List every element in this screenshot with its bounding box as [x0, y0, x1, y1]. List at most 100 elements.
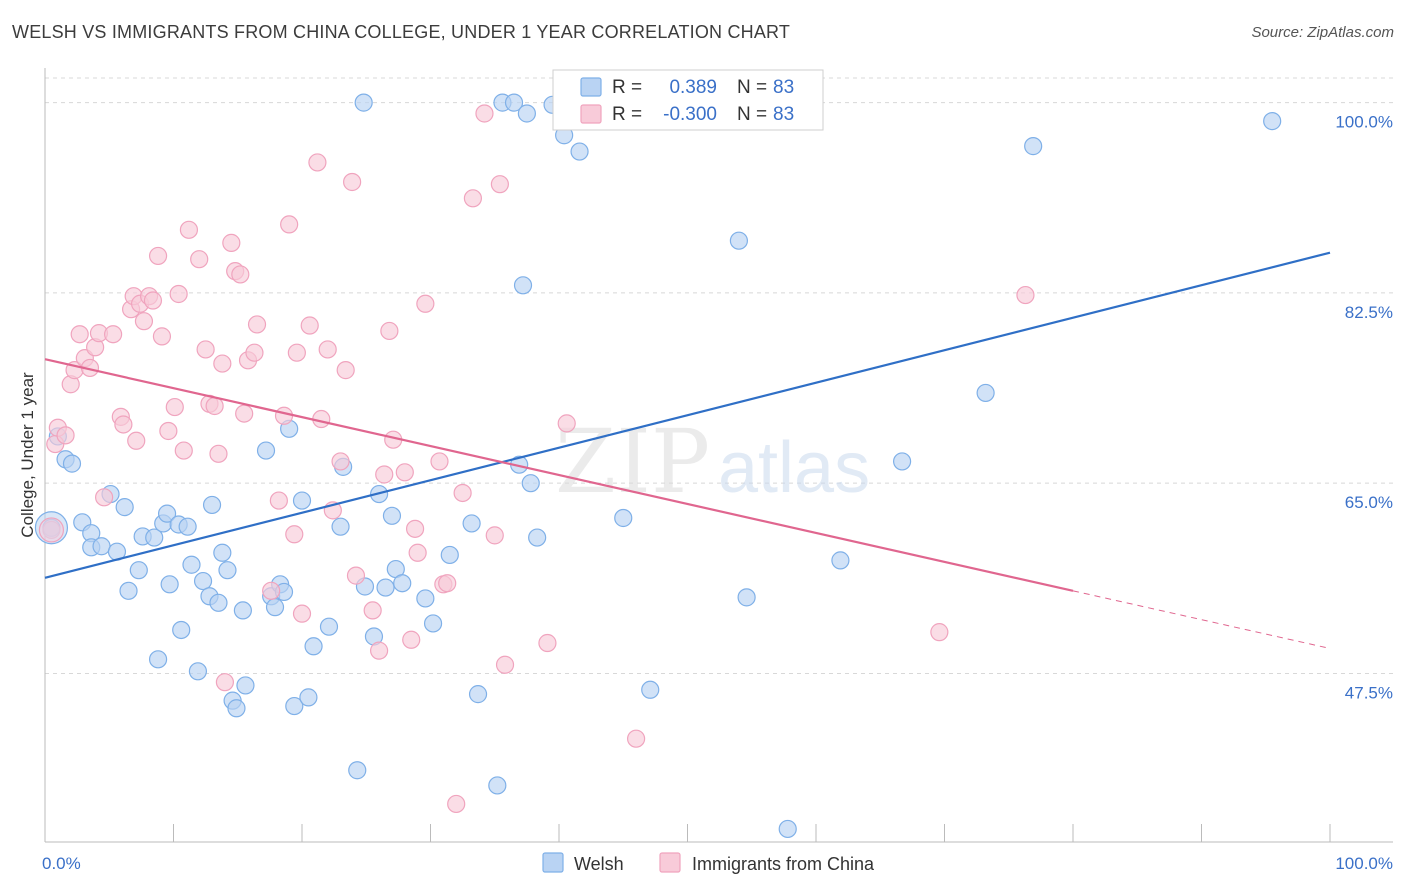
y-tick-label: 100.0%	[1335, 113, 1393, 132]
y-axis-title: College, Under 1 year	[18, 372, 37, 538]
point-welsh	[354, 93, 373, 112]
point-welsh	[62, 454, 82, 473]
point-china	[269, 491, 288, 510]
point-welsh	[236, 676, 255, 695]
point-china	[495, 655, 515, 674]
point-china	[485, 526, 504, 545]
legend-r-value-welsh: 0.389	[669, 77, 717, 98]
bottom-legend: Welsh Immigrants from China	[542, 852, 875, 874]
point-china	[152, 327, 172, 346]
point-china	[231, 265, 250, 284]
point-welsh	[178, 517, 197, 536]
point-welsh	[521, 474, 540, 493]
point-welsh	[517, 104, 536, 123]
point-china	[143, 291, 163, 310]
point-china	[453, 483, 472, 503]
source-label: Source: ZipAtlas.com	[1251, 24, 1394, 41]
point-china	[416, 294, 435, 313]
point-china	[318, 340, 337, 359]
point-welsh	[737, 588, 756, 607]
point-china	[235, 404, 254, 423]
point-china	[343, 172, 362, 192]
point-china	[292, 604, 312, 623]
point-welsh	[256, 441, 276, 460]
point-china	[134, 312, 154, 331]
point-china	[169, 284, 188, 304]
legend-swatch-welsh	[580, 77, 602, 97]
point-welsh	[382, 506, 402, 525]
point-china	[380, 321, 399, 341]
point-welsh	[129, 561, 148, 580]
legend-swatch-china	[580, 104, 602, 124]
point-welsh	[468, 685, 488, 704]
point-china	[1016, 285, 1035, 305]
bottom-legend-swatch-welsh	[542, 852, 564, 873]
y-tick-labels: 100.0% 82.5% 65.0% 47.5%	[1335, 113, 1393, 703]
point-china	[626, 729, 646, 748]
y-tick-label: 47.5%	[1345, 683, 1393, 702]
point-welsh	[92, 537, 111, 556]
point-welsh	[304, 637, 323, 656]
point-welsh	[393, 574, 412, 593]
point-welsh	[115, 498, 134, 517]
legend-r-label-welsh: R =	[612, 77, 642, 98]
point-china	[174, 441, 193, 460]
point-welsh	[209, 593, 228, 612]
point-welsh	[513, 276, 533, 295]
point-welsh	[528, 528, 547, 547]
chart-title: WELSH VS IMMIGRANTS FROM CHINA COLLEGE, …	[12, 22, 791, 42]
point-china	[280, 215, 299, 234]
point-china	[438, 574, 457, 593]
watermark-zip: ZIP	[555, 410, 710, 513]
legend-r-value-china: -0.300	[663, 104, 717, 125]
point-china	[127, 431, 146, 450]
point-china	[370, 641, 389, 660]
point-china	[196, 340, 215, 359]
point-welsh	[218, 561, 237, 580]
point-china	[538, 633, 557, 653]
point-china	[70, 325, 89, 344]
point-welsh	[348, 761, 367, 780]
trend-line-china-extension	[1072, 590, 1331, 649]
point-welsh	[233, 601, 252, 620]
point-china	[930, 623, 949, 642]
point-welsh	[182, 555, 201, 574]
legend: R = 0.389 N = 83 R = -0.300 N = 83	[552, 69, 824, 131]
point-china	[463, 189, 483, 208]
point-welsh	[331, 517, 350, 536]
x-tick-label-min: 0.0%	[42, 854, 81, 873]
point-welsh	[462, 514, 481, 533]
legend-n-value-china: 83	[773, 104, 794, 125]
point-welsh	[188, 662, 208, 681]
point-welsh	[119, 581, 138, 600]
point-welsh	[892, 452, 912, 471]
point-welsh	[729, 231, 749, 250]
point-welsh	[570, 142, 589, 161]
point-welsh	[641, 680, 660, 699]
point-welsh	[145, 528, 164, 547]
point-china	[104, 325, 123, 344]
point-china	[95, 488, 114, 507]
point-china	[331, 452, 350, 471]
point-welsh	[227, 699, 246, 718]
point-welsh	[376, 578, 395, 597]
bottom-legend-label-welsh: Welsh	[574, 854, 624, 874]
point-china	[490, 175, 509, 194]
trend-lines	[44, 251, 1331, 649]
point-china	[408, 543, 427, 562]
point-welsh	[440, 545, 459, 565]
point-welsh	[488, 776, 507, 795]
point-china	[56, 426, 75, 445]
point-welsh	[160, 575, 179, 594]
point-welsh	[1263, 112, 1282, 131]
legend-n-label-welsh: N =	[737, 77, 767, 98]
point-china	[346, 566, 366, 585]
point-china	[363, 601, 382, 620]
point-welsh	[172, 620, 191, 640]
x-tick-label-max: 100.0%	[1335, 854, 1393, 873]
point-china	[402, 630, 421, 649]
axes	[44, 68, 1393, 843]
point-china	[209, 444, 228, 463]
point-welsh	[831, 551, 850, 570]
